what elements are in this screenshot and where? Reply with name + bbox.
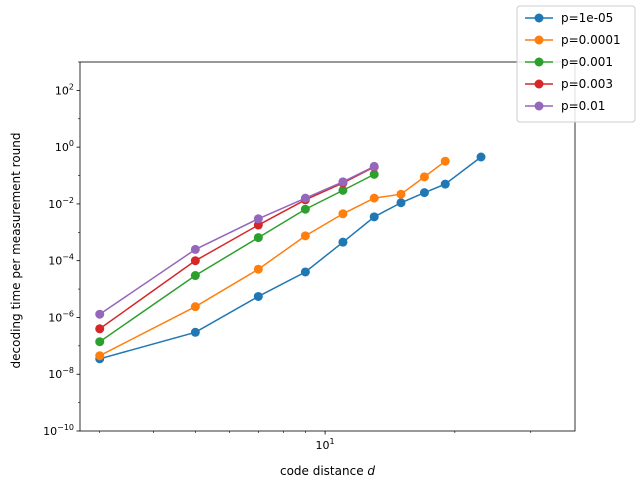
data-point <box>190 244 200 254</box>
plot-area <box>95 152 486 364</box>
data-point <box>253 291 263 301</box>
legend-swatch-marker <box>534 13 544 23</box>
legend-label: p=0.0001 <box>561 33 621 47</box>
data-point <box>253 214 263 224</box>
series-p=1e-05 <box>95 152 486 364</box>
legend-item: p=0.01 <box>525 99 605 113</box>
data-point <box>300 231 310 241</box>
data-point <box>190 302 200 312</box>
legend-label: p=0.003 <box>561 77 613 91</box>
legend-item: p=0.001 <box>525 55 613 69</box>
data-point <box>300 193 310 203</box>
data-point <box>253 233 263 243</box>
data-point <box>440 156 450 166</box>
y-tick-label: 10−6 <box>48 309 74 324</box>
data-point <box>190 256 200 266</box>
data-point <box>419 172 429 182</box>
series-p=0.0001 <box>95 156 450 361</box>
data-point <box>300 204 310 214</box>
data-point <box>476 152 486 162</box>
legend-box <box>516 5 636 123</box>
data-point <box>190 271 200 281</box>
x-axis-label: code distance d <box>280 464 375 478</box>
data-point <box>95 309 105 319</box>
x-tick-label: 101 <box>316 437 335 452</box>
axes-frame <box>79 61 576 432</box>
series-line <box>99 165 375 315</box>
series-p=0.001 <box>95 169 379 347</box>
data-point <box>338 177 348 187</box>
legend-swatch-marker <box>534 57 544 67</box>
y-tick-label: 102 <box>55 82 74 97</box>
legend-label: p=0.001 <box>561 55 613 69</box>
data-point <box>253 220 263 230</box>
legend: p=1e-05 p=0.0001 p=0.001 p=0.003 p=0.01 <box>516 5 636 123</box>
y-tick-label: 100 <box>55 139 74 154</box>
y-tick-label: 10−2 <box>48 196 74 211</box>
legend-label: p=0.01 <box>561 99 605 113</box>
data-point <box>338 209 348 219</box>
legend-item: p=0.003 <box>525 77 613 91</box>
series-line <box>99 173 375 343</box>
data-point <box>419 188 429 198</box>
series-line <box>99 166 375 330</box>
series-line <box>99 156 482 360</box>
data-point <box>190 327 200 337</box>
data-point <box>369 212 379 222</box>
data-point <box>369 169 379 179</box>
legend-item: p=1e-05 <box>525 11 613 25</box>
y-axis-label: decoding time per measurement round <box>9 133 23 369</box>
data-point <box>369 193 379 203</box>
data-point <box>338 237 348 247</box>
data-point <box>300 267 310 277</box>
legend-swatch-marker <box>534 35 544 45</box>
data-point <box>440 179 450 189</box>
data-point <box>253 264 263 274</box>
data-point <box>95 337 105 347</box>
data-point <box>95 324 105 334</box>
legend-item: p=0.0001 <box>525 33 621 47</box>
y-tick-label: 10−8 <box>48 366 74 381</box>
legend-swatch-marker <box>534 79 544 89</box>
data-point <box>95 351 105 361</box>
data-point <box>396 198 406 208</box>
data-point <box>338 185 348 195</box>
legend-swatch-marker <box>534 101 544 111</box>
legend-label: p=1e-05 <box>561 11 613 25</box>
y-tick-label: 10−4 <box>48 253 74 268</box>
data-point <box>396 189 406 199</box>
series-p=0.01 <box>95 161 379 319</box>
ticks: 10−10 10−8 10−6 10−4 10−2 100 102 101 <box>43 61 532 452</box>
data-point <box>369 161 379 171</box>
y-tick-label: 10−10 <box>43 423 74 438</box>
